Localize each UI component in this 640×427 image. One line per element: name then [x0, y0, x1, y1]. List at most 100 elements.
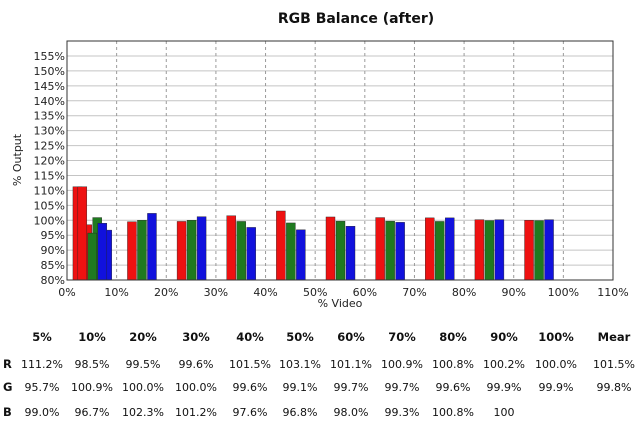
- bar-g: [335, 220, 346, 281]
- bar-b: [147, 213, 157, 281]
- x-tick-label: 20%: [154, 286, 178, 299]
- table-header-cell: 70%: [388, 330, 416, 344]
- bar-r: [226, 215, 236, 281]
- table-header-cell: 10%: [78, 330, 106, 344]
- x-tick-label: 60%: [353, 286, 377, 299]
- bar-g: [186, 220, 197, 281]
- table-cell: 100.0%: [175, 381, 217, 394]
- table-header-cell: 5%: [32, 330, 52, 344]
- table-cell: 95.7%: [25, 381, 60, 394]
- table-cell: 99.6%: [436, 381, 471, 394]
- table-cell: 100.8%: [432, 358, 474, 371]
- y-tick-label: 120%: [34, 155, 65, 168]
- table-cell: 98.0%: [334, 406, 369, 419]
- y-tick-label: 130%: [34, 125, 65, 138]
- plot-frame: [66, 40, 614, 281]
- table-header-cell: 60%: [337, 330, 365, 344]
- table-cell: 99.7%: [385, 381, 420, 394]
- bar-r: [276, 210, 286, 281]
- x-tick-label: 10%: [104, 286, 128, 299]
- table-cell: 101.5%: [229, 358, 271, 371]
- y-tick-label: 155%: [34, 50, 65, 63]
- table-cell: 100.9%: [71, 381, 113, 394]
- y-tick-label: 90%: [41, 244, 65, 257]
- table-cell: 96.8%: [283, 406, 318, 419]
- table-cell: 99.1%: [283, 381, 318, 394]
- y-tick-label: 95%: [41, 229, 65, 242]
- table-header-cell: Mear: [598, 330, 631, 344]
- table-header-cell: 100%: [538, 330, 574, 344]
- table-cell: 96.7%: [75, 406, 110, 419]
- table-header-cell: 90%: [490, 330, 518, 344]
- table-header-cell: 80%: [439, 330, 467, 344]
- table-cell: 97.6%: [233, 406, 268, 419]
- bar-r: [524, 220, 534, 281]
- bar-g: [484, 220, 495, 281]
- y-tick-label: 85%: [41, 259, 65, 272]
- table-cell: 103.1%: [279, 358, 321, 371]
- table-cell: 99.5%: [126, 358, 161, 371]
- bar-g: [435, 221, 445, 281]
- table-cell: 100.0%: [535, 358, 577, 371]
- bar-g: [87, 232, 98, 281]
- table-cell: 99.9%: [487, 381, 522, 394]
- table-cell: 99.6%: [233, 381, 268, 394]
- table-cell: 100.8%: [432, 406, 474, 419]
- bar-b: [296, 229, 306, 281]
- table-cell: 101.1%: [330, 358, 372, 371]
- table-cell: 98.5%: [75, 358, 110, 371]
- table-cell: 99.9%: [539, 381, 574, 394]
- y-tick-label: 150%: [34, 65, 65, 78]
- table-header-cell: 50%: [286, 330, 314, 344]
- x-axis-label: % Video: [318, 297, 363, 310]
- bar-g: [385, 220, 395, 281]
- bar-b: [97, 223, 108, 281]
- bar-r: [325, 216, 336, 281]
- y-tick-label: 125%: [34, 140, 65, 153]
- x-tick-label: 0%: [58, 286, 75, 299]
- table-cell: 100: [494, 406, 515, 419]
- table-header-cell: 30%: [182, 330, 210, 344]
- x-tick-label: 100%: [548, 286, 579, 299]
- table-header-cell: 20%: [129, 330, 157, 344]
- table-cell: 99.7%: [334, 381, 369, 394]
- bar-g: [286, 222, 296, 281]
- bar-r: [77, 186, 88, 281]
- x-tick-label: 50%: [303, 286, 327, 299]
- bar-r: [474, 219, 485, 281]
- bar-g: [137, 220, 147, 281]
- bar-r: [176, 221, 187, 281]
- x-tick-label: 70%: [402, 286, 426, 299]
- bar-g: [236, 221, 246, 281]
- table-cell: 100.0%: [122, 381, 164, 394]
- table-row-label: G: [3, 380, 12, 394]
- y-tick-label: 110%: [34, 184, 65, 197]
- table-row-label: R: [3, 357, 12, 371]
- y-axis-label: % Output: [11, 133, 24, 186]
- bar-r: [425, 217, 435, 281]
- x-tick-label: 30%: [204, 286, 228, 299]
- y-tick-label: 140%: [34, 95, 65, 108]
- bar-b: [196, 216, 207, 281]
- table-cell: 101.2%: [175, 406, 217, 419]
- table-cell: 101.5%: [593, 358, 635, 371]
- bar-b: [246, 227, 256, 281]
- y-tick-label: 105%: [34, 199, 65, 212]
- bar-b: [445, 217, 455, 281]
- y-tick-label: 135%: [34, 110, 65, 123]
- table-cell: 99.6%: [179, 358, 214, 371]
- y-tick-label: 145%: [34, 80, 65, 93]
- table-cell: 100.9%: [381, 358, 423, 371]
- x-tick-label: 90%: [502, 286, 526, 299]
- bar-r: [127, 221, 137, 281]
- chart-title: RGB Balance (after): [278, 11, 434, 27]
- y-tick-label: 100%: [34, 214, 65, 227]
- y-tick-label: 80%: [41, 274, 65, 287]
- values-table: 5% 10% 20% 30% 40% 50% 60% 70% 80% 90% 100% Mear R 11…: [3, 330, 635, 419]
- table-cell: 99.8%: [597, 381, 632, 394]
- table-cell: 102.3%: [122, 406, 164, 419]
- bar-b: [544, 219, 554, 281]
- bar-b: [494, 219, 505, 281]
- bar-b: [395, 222, 405, 281]
